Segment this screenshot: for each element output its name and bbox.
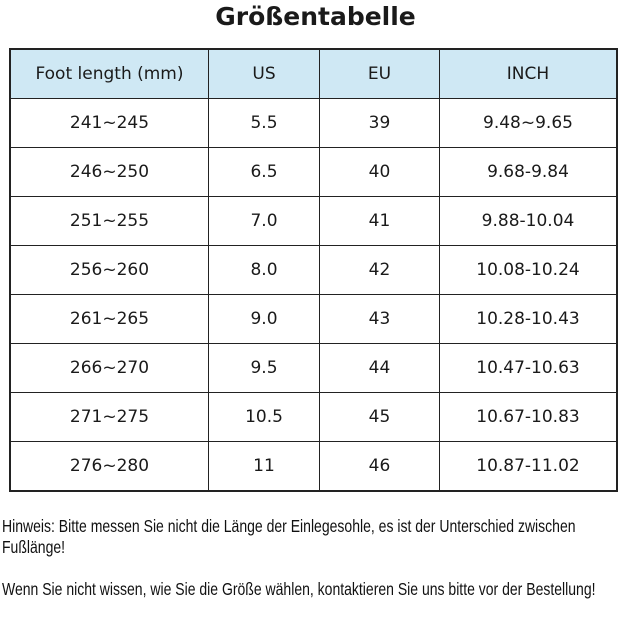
table-row: 266~270 9.5 44 10.47-10.63 [9, 343, 618, 393]
table-row: 241~245 5.5 39 9.48~9.65 [9, 98, 618, 148]
cell-us: 9.5 [208, 343, 320, 393]
cell-foot-length: 271~275 [9, 392, 209, 442]
table-header-row: Foot length (mm) US EU INCH [9, 48, 618, 99]
cell-us: 9.0 [208, 294, 320, 344]
cell-foot-length: 256~260 [9, 245, 209, 295]
cell-inch: 10.28-10.43 [439, 294, 618, 344]
cell-inch: 9.48~9.65 [439, 98, 618, 148]
header-foot-length: Foot length (mm) [9, 48, 209, 99]
cell-foot-length: 276~280 [9, 441, 209, 492]
cell-foot-length: 241~245 [9, 98, 209, 148]
cell-eu: 40 [319, 147, 440, 197]
cell-inch: 10.47-10.63 [439, 343, 618, 393]
table-row: 256~260 8.0 42 10.08-10.24 [9, 245, 618, 295]
header-us: US [208, 48, 320, 99]
page-title: Größentabelle [215, 2, 416, 31]
table-row: 246~250 6.5 40 9.68-9.84 [9, 147, 618, 197]
cell-inch: 10.87-11.02 [439, 441, 618, 492]
cell-foot-length: 246~250 [9, 147, 209, 197]
cell-inch: 9.88-10.04 [439, 196, 618, 246]
cell-us: 5.5 [208, 98, 320, 148]
cell-us: 8.0 [208, 245, 320, 295]
cell-us: 11 [208, 441, 320, 492]
cell-eu: 43 [319, 294, 440, 344]
cell-inch: 10.67-10.83 [439, 392, 618, 442]
cell-eu: 42 [319, 245, 440, 295]
cell-eu: 44 [319, 343, 440, 393]
cell-inch: 9.68-9.84 [439, 147, 618, 197]
size-table: Foot length (mm) US EU INCH 241~245 5.5 39… [9, 48, 618, 492]
note-hinweis: Hinweis: Bitte messen Sie nicht die Läng… [2, 516, 576, 557]
cell-inch: 10.08-10.24 [439, 245, 618, 295]
cell-us: 10.5 [208, 392, 320, 442]
cell-us: 7.0 [208, 196, 320, 246]
cell-eu: 39 [319, 98, 440, 148]
cell-foot-length: 251~255 [9, 196, 209, 246]
header-inch: INCH [439, 48, 618, 99]
cell-foot-length: 266~270 [9, 343, 209, 393]
note-contact: Wenn Sie nicht wissen, wie Sie die Größe… [2, 579, 596, 599]
cell-eu: 46 [319, 441, 440, 492]
cell-us: 6.5 [208, 147, 320, 197]
header-eu: EU [319, 48, 440, 99]
cell-eu: 45 [319, 392, 440, 442]
cell-foot-length: 261~265 [9, 294, 209, 344]
table-row: 271~275 10.5 45 10.67-10.83 [9, 392, 618, 442]
cell-eu: 41 [319, 196, 440, 246]
table-row: 251~255 7.0 41 9.88-10.04 [9, 196, 618, 246]
table-row: 276~280 11 46 10.87-11.02 [9, 441, 618, 492]
table-row: 261~265 9.0 43 10.28-10.43 [9, 294, 618, 344]
